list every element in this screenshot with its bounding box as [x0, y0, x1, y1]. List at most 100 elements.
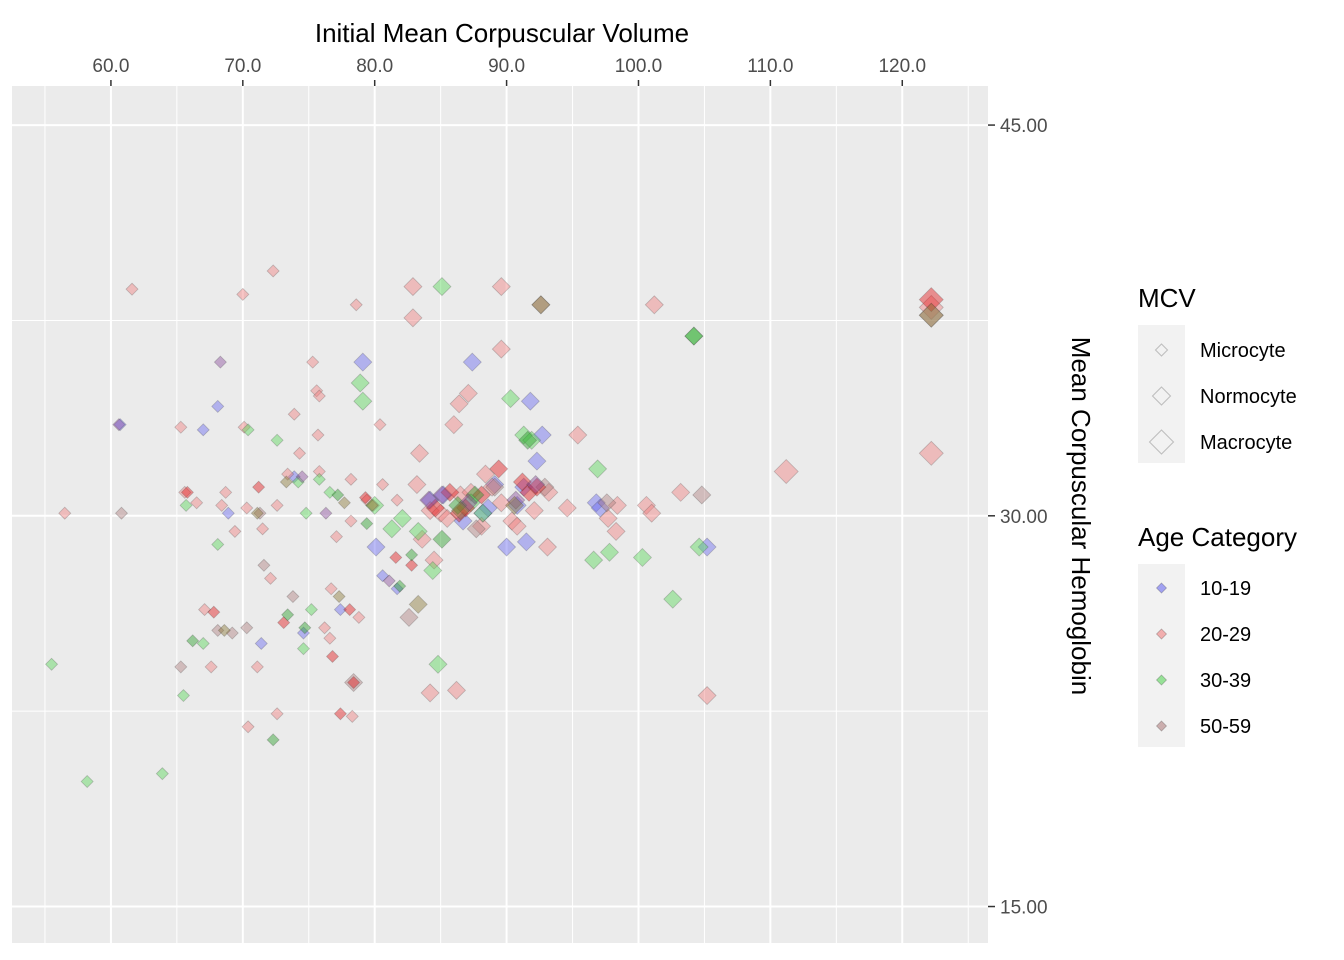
data-point [319, 506, 333, 520]
legend-label-macrocyte: Macrocyte [1200, 432, 1292, 454]
data-point [433, 485, 453, 505]
data-point [632, 547, 653, 568]
data-point [663, 589, 683, 609]
data-point [531, 295, 551, 315]
data-point [453, 511, 473, 531]
data-point [176, 688, 191, 703]
data-point [376, 477, 390, 492]
data-point [353, 352, 373, 372]
data-point [286, 589, 300, 604]
data-point [636, 495, 656, 515]
data-point [250, 506, 264, 520]
data-point [489, 459, 509, 479]
data-point [516, 532, 536, 552]
data-point [531, 295, 551, 315]
data-point [491, 493, 511, 513]
data-point [291, 475, 305, 489]
data-point [219, 485, 233, 499]
data-point [225, 626, 239, 640]
data-point [196, 423, 210, 437]
data-point [266, 733, 280, 747]
data-point [456, 498, 476, 518]
data-point [684, 326, 704, 346]
data-point [125, 282, 139, 296]
data-point [382, 519, 402, 539]
data-point [114, 506, 129, 520]
data-point [524, 501, 544, 521]
data-point [281, 608, 295, 622]
data-point [405, 548, 419, 562]
data-point [408, 594, 428, 614]
data-point [287, 470, 301, 484]
x-tick-label: 90.0 [488, 56, 525, 77]
data-point [449, 394, 469, 414]
data-point [491, 339, 511, 359]
legend-key-color [1155, 674, 1168, 686]
data-point [270, 707, 284, 721]
data-point [257, 558, 271, 572]
data-point [599, 542, 620, 562]
data-point [444, 415, 464, 435]
data-point [306, 355, 320, 369]
data-point [353, 391, 373, 411]
data-point [296, 642, 311, 656]
data-point [471, 516, 492, 536]
data-point [918, 302, 944, 328]
data-point [304, 603, 318, 617]
data-point [358, 491, 373, 505]
data-point [419, 490, 439, 510]
data-point [773, 458, 799, 485]
data-point [684, 326, 704, 346]
data-point [217, 623, 231, 637]
data-point [180, 485, 194, 499]
data-point [58, 506, 72, 520]
data-point [471, 485, 492, 505]
data-point [918, 440, 944, 466]
y-tick-label: 45.00 [1000, 116, 1048, 137]
data-point [485, 477, 505, 497]
data-point [254, 636, 268, 651]
data-point [392, 508, 412, 528]
data-point [514, 477, 534, 497]
data-point [409, 443, 430, 463]
data-point [512, 472, 532, 492]
legend-label-10-19: 10-19 [1200, 578, 1251, 600]
data-point [598, 508, 618, 528]
data-point [450, 485, 470, 505]
data-point [179, 498, 193, 512]
data-point [504, 495, 525, 515]
x-tick-label: 120.0 [878, 56, 926, 77]
data-point [475, 464, 496, 484]
data-point [344, 514, 358, 528]
data-point [644, 295, 664, 315]
data-point [473, 503, 493, 523]
data-point [311, 428, 325, 442]
data-point [352, 610, 366, 624]
data-point [390, 493, 404, 507]
data-point [270, 433, 284, 447]
x-axis: 60.0 70.0 80.0 90.0 100.0 110.0 120.0 [92, 56, 926, 86]
data-point [420, 501, 440, 521]
data-point [310, 384, 324, 398]
data-point [478, 498, 498, 518]
legend-label-50-59: 50-59 [1200, 716, 1251, 738]
data-point [918, 294, 944, 320]
legend-label-normocyte: Normocyte [1200, 386, 1297, 408]
data-point [80, 774, 94, 789]
data-point [432, 529, 452, 549]
data-point [458, 383, 478, 403]
data-point [333, 603, 347, 617]
data-point [450, 501, 470, 521]
data-point [270, 498, 284, 512]
data-point [465, 485, 485, 505]
legend-mcv: MCV Microcyte Normocyte Macrocyte [1138, 283, 1297, 463]
data-point [491, 277, 511, 297]
data-point [197, 603, 212, 617]
data-point [279, 475, 293, 489]
data-point [519, 482, 539, 502]
data-point [240, 621, 254, 635]
data-point [312, 472, 326, 486]
data-point [485, 474, 505, 495]
data-point [399, 607, 419, 627]
